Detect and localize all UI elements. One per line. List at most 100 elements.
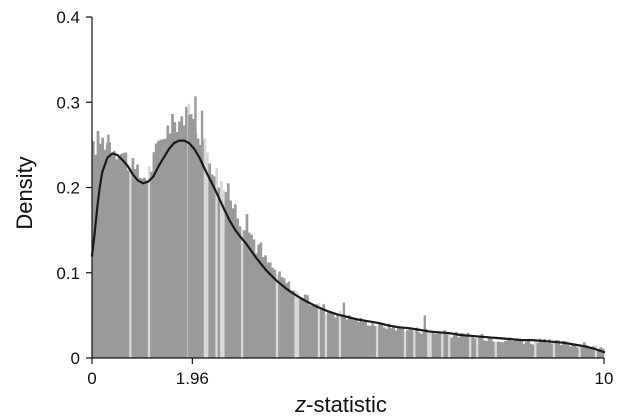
histogram-bar [590, 348, 593, 358]
histogram-bar [587, 348, 591, 358]
histogram-bar [306, 295, 309, 358]
histogram-bar [476, 336, 479, 358]
histogram-peak-bar [423, 315, 426, 359]
histogram-bar [417, 332, 421, 358]
histogram-bar [182, 125, 186, 359]
histogram-bar [310, 305, 314, 358]
histogram-bar [122, 153, 125, 358]
x-tick-label: 10 [595, 369, 614, 388]
histogram-bar [485, 341, 488, 358]
histogram-bar [259, 242, 263, 358]
histogram-bar [238, 226, 242, 358]
histogram-bar [545, 343, 549, 358]
histogram-bar [527, 339, 530, 358]
histogram-bar [573, 345, 577, 358]
histogram-bar [555, 340, 558, 358]
histogram-bar [334, 317, 337, 358]
histogram-bar [427, 331, 430, 358]
histogram-bar [559, 344, 563, 358]
y-tick-label: 0.3 [56, 93, 80, 112]
x-axis-title: z-statistic [294, 392, 387, 417]
x-tick-label: 1.96 [176, 369, 209, 388]
histogram-bar [408, 327, 412, 358]
histogram-bar [348, 315, 351, 358]
histogram-bar [294, 290, 298, 358]
histogram-bar [462, 333, 465, 358]
histogram-bar [580, 345, 584, 358]
histogram-bar [280, 277, 284, 358]
histogram-bar [215, 167, 219, 358]
histogram-peak-bar [342, 302, 346, 358]
histogram-bar [597, 350, 600, 358]
histogram-bar [303, 294, 307, 358]
histogram-bar [592, 346, 596, 358]
histogram-bar [273, 269, 277, 358]
histogram-bar [236, 218, 239, 358]
histogram-bar [322, 304, 326, 358]
y-tick-label: 0.4 [56, 8, 80, 27]
y-tick-label: 0.2 [56, 179, 80, 198]
histogram-bar [354, 317, 358, 358]
histogram-bar [206, 152, 209, 358]
histogram-bar [496, 341, 500, 358]
histogram-bar [436, 332, 440, 358]
histogram-bar [173, 122, 177, 358]
histogram-bar [534, 340, 537, 358]
histogram-bar [566, 344, 570, 358]
histogram-bar [455, 331, 458, 358]
histogram-bar [345, 319, 349, 358]
x-tick-label: 0 [87, 369, 96, 388]
histogram-bar [415, 327, 419, 358]
histogram-bar [175, 132, 179, 358]
histogram-bar [524, 341, 528, 358]
histogram-bar [231, 208, 235, 358]
histogram-bar [501, 342, 505, 358]
histogram-bar [301, 299, 305, 358]
histogram-bar [396, 326, 400, 358]
histogram-bar [233, 204, 237, 358]
histogram-bar [452, 335, 456, 358]
histogram-bar [217, 187, 221, 358]
histogram-bar [140, 178, 144, 358]
histogram-bar [338, 310, 342, 358]
histogram-bar [126, 170, 130, 358]
x-axis-title-italic: z [294, 392, 306, 417]
y-axis-ticks: 0 0.1 0.2 0.3 0.4 [56, 8, 92, 368]
histogram-bar [136, 164, 139, 358]
histogram-peak-bars [96, 96, 426, 359]
histogram-bar [403, 331, 407, 358]
histogram-bar [147, 165, 151, 358]
histogram-bar [317, 302, 321, 358]
histogram-bar [503, 341, 507, 358]
histogram-bar [375, 326, 379, 358]
histogram-bar [487, 338, 491, 358]
histogram-bar [292, 290, 295, 358]
histogram-bar [459, 333, 463, 358]
histogram-bar [275, 274, 279, 358]
histogram-bar [352, 319, 356, 358]
histogram-bar [320, 308, 323, 358]
histogram-bar [366, 325, 370, 358]
histogram-bar [131, 158, 135, 358]
y-axis-title: Density [12, 156, 37, 229]
histogram-bar [229, 200, 232, 358]
histogram-bar [517, 339, 521, 358]
histogram-bar [394, 330, 398, 358]
density-curve [90, 139, 606, 354]
histogram-bar [192, 118, 195, 359]
histogram-bar [410, 330, 414, 358]
histogram-peak-bar [96, 134, 100, 358]
histogram-bar [431, 332, 435, 358]
histogram-bar [154, 143, 158, 358]
histogram-bar [117, 157, 121, 358]
histogram-bar [380, 323, 384, 358]
histogram-bar [382, 327, 386, 358]
histogram-bar [143, 177, 146, 358]
histogram-bar [336, 314, 340, 358]
histogram-bar [341, 316, 344, 358]
histogram-bar [185, 106, 188, 359]
histogram-bar [287, 281, 291, 358]
histogram-bar [98, 143, 102, 358]
histogram-bar [450, 337, 454, 358]
histogram-bar [457, 337, 461, 358]
